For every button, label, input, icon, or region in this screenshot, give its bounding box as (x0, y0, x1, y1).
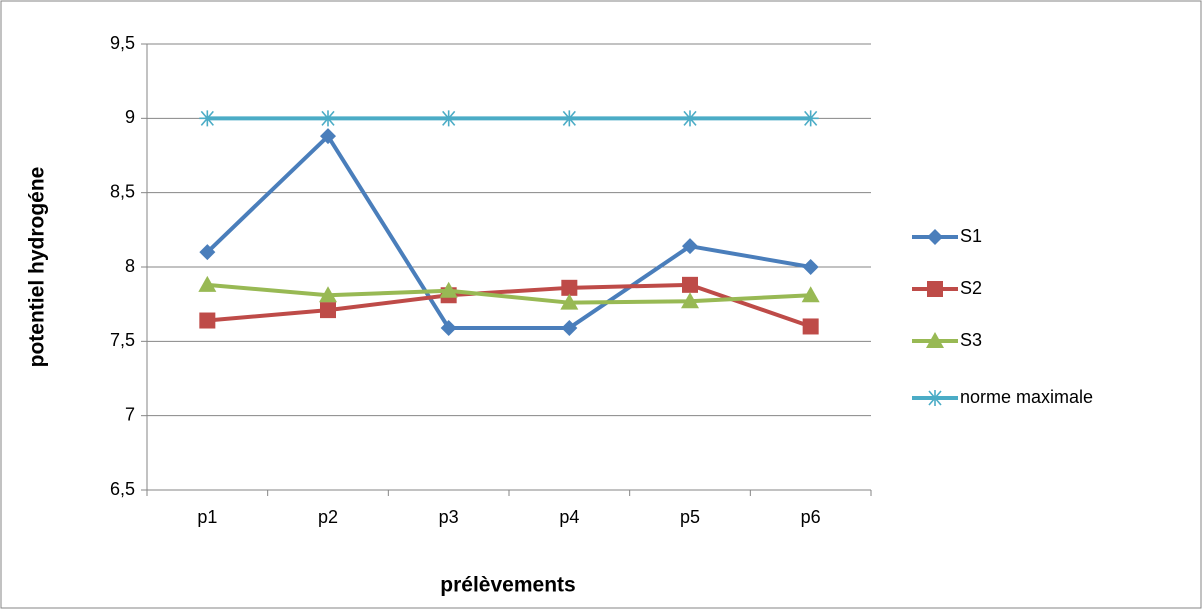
legend-label: S3 (960, 330, 982, 350)
x-tick-label: p6 (801, 507, 821, 527)
y-tick-label: 6,5 (110, 479, 135, 499)
y-tick-label: 7,5 (110, 330, 135, 350)
marker (440, 319, 457, 336)
legend-label: S1 (960, 226, 982, 246)
series-line (207, 282, 812, 329)
y-tick-label: 8,5 (110, 181, 135, 201)
marker (319, 286, 337, 303)
x-tick-label: p2 (318, 507, 338, 527)
marker (320, 302, 336, 319)
x-tick-label: p1 (197, 507, 217, 527)
marker (199, 312, 216, 329)
marker (561, 279, 578, 296)
y-tick-label: 9,5 (110, 33, 135, 53)
y-tick-label: 9 (125, 107, 135, 127)
series-line (207, 282, 811, 305)
marker (682, 276, 698, 293)
x-axis-title: prélèvements (440, 574, 575, 597)
marker (439, 281, 458, 298)
x-tick-label: p4 (559, 507, 579, 527)
marker (198, 275, 217, 292)
marker (802, 318, 819, 335)
marker (682, 238, 698, 255)
marker (440, 110, 457, 127)
marker (199, 110, 216, 127)
marker (927, 390, 943, 406)
y-axis-title: potentiel hydrogéne (26, 167, 49, 368)
marker (320, 110, 336, 127)
marker (199, 244, 216, 261)
marker (801, 286, 820, 303)
x-tick-label: p5 (680, 507, 700, 527)
marker (681, 292, 699, 309)
legend-label: norme maximale (960, 387, 1093, 407)
marker (926, 332, 944, 348)
marker (560, 293, 579, 310)
marker (802, 110, 819, 127)
marker (802, 259, 819, 275)
marker (682, 110, 698, 127)
legend-label: S2 (960, 278, 982, 298)
y-tick-label: 7 (125, 404, 135, 424)
marker (927, 281, 943, 297)
marker (561, 110, 578, 127)
marker (927, 229, 943, 245)
x-tick-label: p3 (439, 507, 459, 527)
marker (320, 128, 336, 145)
y-tick-label: 8 (125, 256, 135, 276)
series-line (205, 134, 812, 330)
marker (561, 319, 578, 336)
